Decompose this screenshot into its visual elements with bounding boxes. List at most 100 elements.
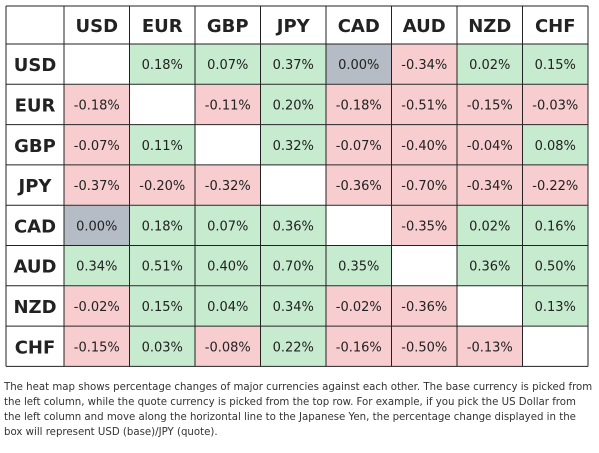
cell-value-label: -0.34%: [467, 179, 513, 194]
cell-value-label: -0.07%: [74, 139, 120, 154]
heatmap-cell-cad-eur: [130, 205, 195, 245]
cell-value-label: -0.35%: [401, 219, 447, 234]
cell-value-label: -0.18%: [74, 98, 120, 113]
heatmap-cell-jpy-nzd: [457, 165, 522, 205]
heatmap-cell-aud-cad: [326, 246, 391, 286]
cell-value-label: 0.51%: [142, 260, 183, 275]
column-header-eur: EUR: [142, 16, 183, 37]
heatmap-cell-cad-gbp: [195, 205, 260, 245]
cell-value-label: 0.18%: [142, 219, 183, 234]
cell-value-label: -0.02%: [74, 300, 120, 315]
cell-value-label: 0.32%: [273, 139, 314, 154]
cell-value-label: 0.11%: [142, 139, 183, 154]
heatmap-cell-aud-usd: [64, 246, 129, 286]
heatmap-cell-gbp-chf: [523, 125, 588, 165]
cell-value-label: -0.02%: [336, 300, 382, 315]
cell-value-label: -0.37%: [74, 179, 120, 194]
heatmap-cell-aud-eur: [130, 246, 195, 286]
heatmap-cell-jpy-eur: [130, 165, 195, 205]
row-header-usd: USD: [14, 55, 57, 76]
row-header-nzd: NZD: [13, 297, 56, 318]
heatmap-cell-eur-aud: [392, 84, 457, 125]
heatmap-cell-jpy-chf: [523, 165, 588, 205]
heatmap-cell-eur-nzd: [457, 84, 522, 125]
cell-value-label: -0.08%: [205, 340, 251, 355]
heatmap-cell-eur-eur: [130, 84, 195, 125]
cell-value-label: -0.36%: [336, 179, 382, 194]
heatmap-cell-gbp-cad: [326, 125, 391, 165]
heatmap-cell-chf-aud: [392, 326, 457, 366]
heatmap-cell-gbp-usd: [64, 125, 129, 165]
cell-value-label: 0.13%: [535, 300, 576, 315]
heatmap-cell-usd-chf: [523, 44, 588, 84]
cell-value-label: 0.36%: [273, 219, 314, 234]
heatmap-cell-usd-nzd: [457, 44, 522, 84]
cell-value-label: -0.18%: [336, 98, 382, 113]
cell-value-label: -0.36%: [401, 300, 447, 315]
cell-value-label: 0.40%: [207, 260, 248, 275]
heatmap-cell-eur-usd: [64, 84, 129, 125]
heatmap-cell-cad-aud: [392, 205, 457, 245]
row-header-cad: CAD: [14, 216, 56, 237]
cell-value-label: 0.07%: [207, 219, 248, 234]
heatmap-cell-gbp-nzd: [457, 125, 522, 165]
heatmap-cell-chf-gbp: [195, 326, 260, 366]
heatmap-cell-gbp-gbp: [195, 125, 260, 165]
column-header-nzd: NZD: [468, 16, 511, 37]
cell-value-label: 0.37%: [273, 58, 314, 73]
cell-value-label: 0.36%: [469, 260, 510, 275]
cell-value-label: 0.70%: [273, 260, 314, 275]
cell-value-label: 0.16%: [535, 219, 576, 234]
heatmap-caption: The heat map shows percentage changes of…: [4, 382, 593, 438]
cell-value-label: 0.35%: [338, 260, 379, 275]
cell-value-label: -0.11%: [205, 98, 251, 113]
row-header-eur: EUR: [15, 95, 56, 116]
row-header-aud: AUD: [14, 257, 57, 278]
cell-value-label: 0.03%: [142, 340, 183, 355]
heatmap-cell-eur-cad: [326, 84, 391, 125]
heatmap-cell-nzd-jpy: [261, 286, 326, 326]
cell-value-label: 0.00%: [76, 219, 117, 234]
heatmap-cell-gbp-jpy: [261, 125, 326, 165]
cell-value-label: 0.15%: [142, 300, 183, 315]
cell-value-label: -0.03%: [532, 98, 578, 113]
cell-value-label: 0.08%: [535, 139, 576, 154]
column-header-chf: CHF: [535, 16, 576, 37]
heatmap-cell-nzd-usd: [64, 286, 129, 326]
cell-value-label: -0.70%: [401, 179, 447, 194]
heatmap-cell-cad-chf: [523, 205, 588, 245]
cell-value-label: 0.34%: [76, 260, 117, 275]
cell-value-label: 0.22%: [273, 340, 314, 355]
cell-value-label: 0.02%: [469, 219, 510, 234]
heatmap-cell-cad-jpy: [261, 205, 326, 245]
row-header-gbp: GBP: [14, 136, 56, 157]
cell-value-label: 0.15%: [535, 58, 576, 73]
heatmap-cell-usd-aud: [392, 44, 457, 84]
heatmap-cell-usd-eur: [130, 44, 195, 84]
cell-value-label: 0.50%: [535, 260, 576, 275]
currency-heatmap: 0.18% 0.07% 0.37% 0.00% -0.34% 0.02% 0.15% -0.1…: [5, 5, 589, 367]
cell-value-label: 0.02%: [469, 58, 510, 73]
heatmap-cell-chf-nzd: [457, 326, 522, 366]
cell-value-label: -0.16%: [336, 340, 382, 355]
cell-value-label: 0.34%: [273, 300, 314, 315]
column-header-aud: AUD: [403, 16, 446, 37]
cell-value-label: -0.50%: [401, 340, 447, 355]
heatmap-cell-jpy-gbp: [195, 165, 260, 205]
heatmap-cell-eur-gbp: [195, 84, 260, 125]
cell-value-label: 0.07%: [207, 58, 248, 73]
heatmap-cell-aud-aud: [392, 246, 457, 286]
heatmap-cell-jpy-aud: [392, 165, 457, 205]
heatmap-cell-usd-usd: [64, 44, 129, 84]
heatmap-cell-cad-nzd: [457, 205, 522, 245]
heatmap-cell-nzd-aud: [392, 286, 457, 326]
heatmap-cell-jpy-jpy: [261, 165, 326, 205]
heatmap-cell-gbp-eur: [130, 125, 195, 165]
column-header-jpy: JPY: [275, 16, 311, 37]
cell-value-label: -0.04%: [467, 139, 513, 154]
cell-value-label: -0.34%: [401, 58, 447, 73]
cell-value-label: -0.15%: [467, 98, 513, 113]
cell-value-label: -0.20%: [139, 179, 185, 194]
heatmap-cell-nzd-cad: [326, 286, 391, 326]
heatmap-cell-chf-cad: [326, 326, 391, 366]
